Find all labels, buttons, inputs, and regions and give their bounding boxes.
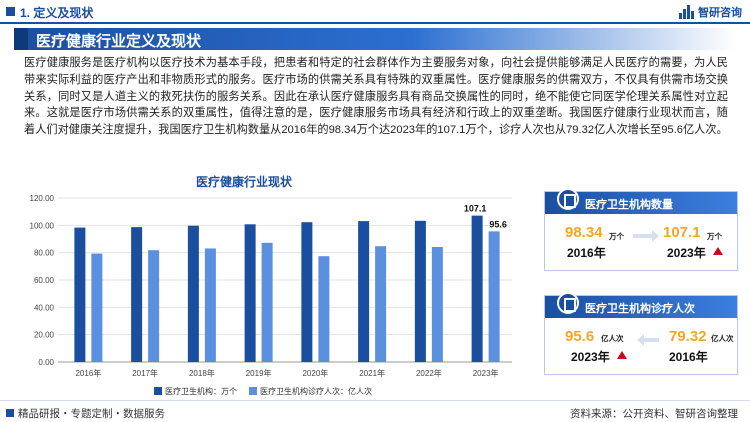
y-tick-label: 20.00 [34, 331, 55, 340]
y-tick-label: 60.00 [34, 276, 55, 285]
panel-right-year: 2016年 [669, 350, 708, 364]
footer: 精品研报・专题定制・数据服务 资料来源：公开资料、智研咨询整理 [0, 400, 750, 422]
bar-institutions [187, 225, 199, 362]
up-arrow-icon [713, 247, 723, 255]
bar-institutions [471, 215, 483, 362]
bar-visits [375, 246, 387, 362]
bar-chart: 0.00 20.00 40.00 60.00 80.00 100.00 120.00 2016… [30, 194, 512, 396]
panel-left-unit: 万个 [609, 232, 624, 241]
bar-institutions [74, 227, 86, 362]
data-label: 95.6 [489, 219, 507, 229]
panel-header: 医疗卫生机构诊疗人次 [545, 296, 737, 318]
x-tick-label: 2016年 [75, 368, 101, 378]
x-tick-label: 2017年 [132, 368, 158, 378]
data-label: 107.1 [464, 204, 487, 214]
panel-right-value: 79.32 [669, 328, 707, 345]
panel-header: 医疗卫生机构数量 [545, 192, 737, 214]
y-tick-label: 120.00 [30, 194, 55, 203]
arrow-right-icon [633, 230, 659, 242]
intro-paragraph: 医疗健康服务是医疗机构以医疗技术为基本手段，把患者和特定的社会群体作为主要服务对… [24, 57, 728, 137]
legend-swatch [249, 387, 257, 395]
bar-visits [91, 253, 103, 362]
x-tick-label: 2021年 [359, 368, 385, 378]
bar-visits [261, 242, 273, 362]
bar-visits [204, 248, 216, 362]
brand-name: 智研咨询 [698, 7, 742, 19]
bar-institutions [131, 227, 143, 362]
x-tick-label: 2022年 [416, 368, 442, 378]
x-tick-label: 2019年 [246, 368, 272, 378]
bar-visits [488, 231, 500, 362]
panel-left-value: 98.34 [565, 224, 603, 241]
footer-marker-icon [6, 409, 14, 417]
y-tick-label: 100.00 [30, 221, 55, 230]
brand: 智研咨询 [679, 4, 742, 20]
section-heading: 1. 定义及现状 [20, 6, 94, 20]
chart-title: 医疗健康行业现状 [196, 175, 293, 189]
footer-tagline: 精品研报・专题定制・数据服务 [18, 408, 165, 420]
panel-visits: 医疗卫生机构诊疗人次 95.6 亿人次 2023年 79.32 亿人次 2016… [544, 292, 738, 375]
bar-institutions [301, 222, 313, 362]
x-tick-label: 2023年 [473, 368, 499, 378]
legend-label: 医疗卫生机构诊疗人次：亿人次 [260, 386, 372, 396]
legend-label: 医疗卫生机构：万个 [165, 386, 237, 396]
panel-title: 医疗卫生机构诊疗人次 [585, 303, 695, 315]
panel-right-year: 2023年 [667, 246, 706, 260]
title-bar: 医疗健康行业定义及现状 [14, 28, 736, 50]
bar-institutions [414, 220, 426, 362]
y-tick-label: 80.00 [34, 249, 55, 258]
panel-institutions: 医疗卫生机构数量 98.34 万个 2016年 107.1 万个 2023年 [544, 188, 738, 271]
arrow-left-icon [643, 338, 659, 342]
panel-left-value: 95.6 [565, 328, 595, 345]
up-arrow-icon [617, 351, 627, 359]
y-tick-label: 0.00 [38, 358, 54, 367]
bar-visits [318, 256, 330, 362]
bar-visits [148, 250, 160, 362]
page-title: 医疗健康行业定义及现状 [36, 33, 202, 50]
hospital-icon [557, 188, 579, 210]
panel-title: 医疗卫生机构数量 [585, 199, 673, 211]
y-tick-label: 40.00 [34, 303, 55, 312]
bar-institutions [244, 224, 256, 362]
panel-left-unit: 亿人次 [601, 334, 624, 343]
footer-source: 资料来源：公开资料、智研咨询整理 [570, 408, 738, 420]
top-bar: 1. 定义及现状 智研咨询 [0, 0, 750, 24]
brand-logo-icon [679, 5, 695, 19]
bar-visits [431, 246, 443, 362]
x-tick-label: 2018年 [189, 368, 215, 378]
hospital-icon [557, 292, 579, 314]
panel-left-year: 2016年 [567, 246, 606, 260]
top-rule [0, 22, 750, 24]
x-tick-label: 2020年 [302, 368, 328, 378]
panel-right-unit: 亿人次 [711, 334, 734, 343]
panel-left-year: 2023年 [571, 350, 610, 364]
panel-right-value: 107.1 [663, 224, 701, 241]
panel-right-unit: 万个 [707, 232, 722, 241]
bar-institutions [358, 221, 370, 362]
title-tag [14, 28, 28, 50]
section-marker-icon [6, 7, 15, 16]
legend-swatch [154, 387, 162, 395]
